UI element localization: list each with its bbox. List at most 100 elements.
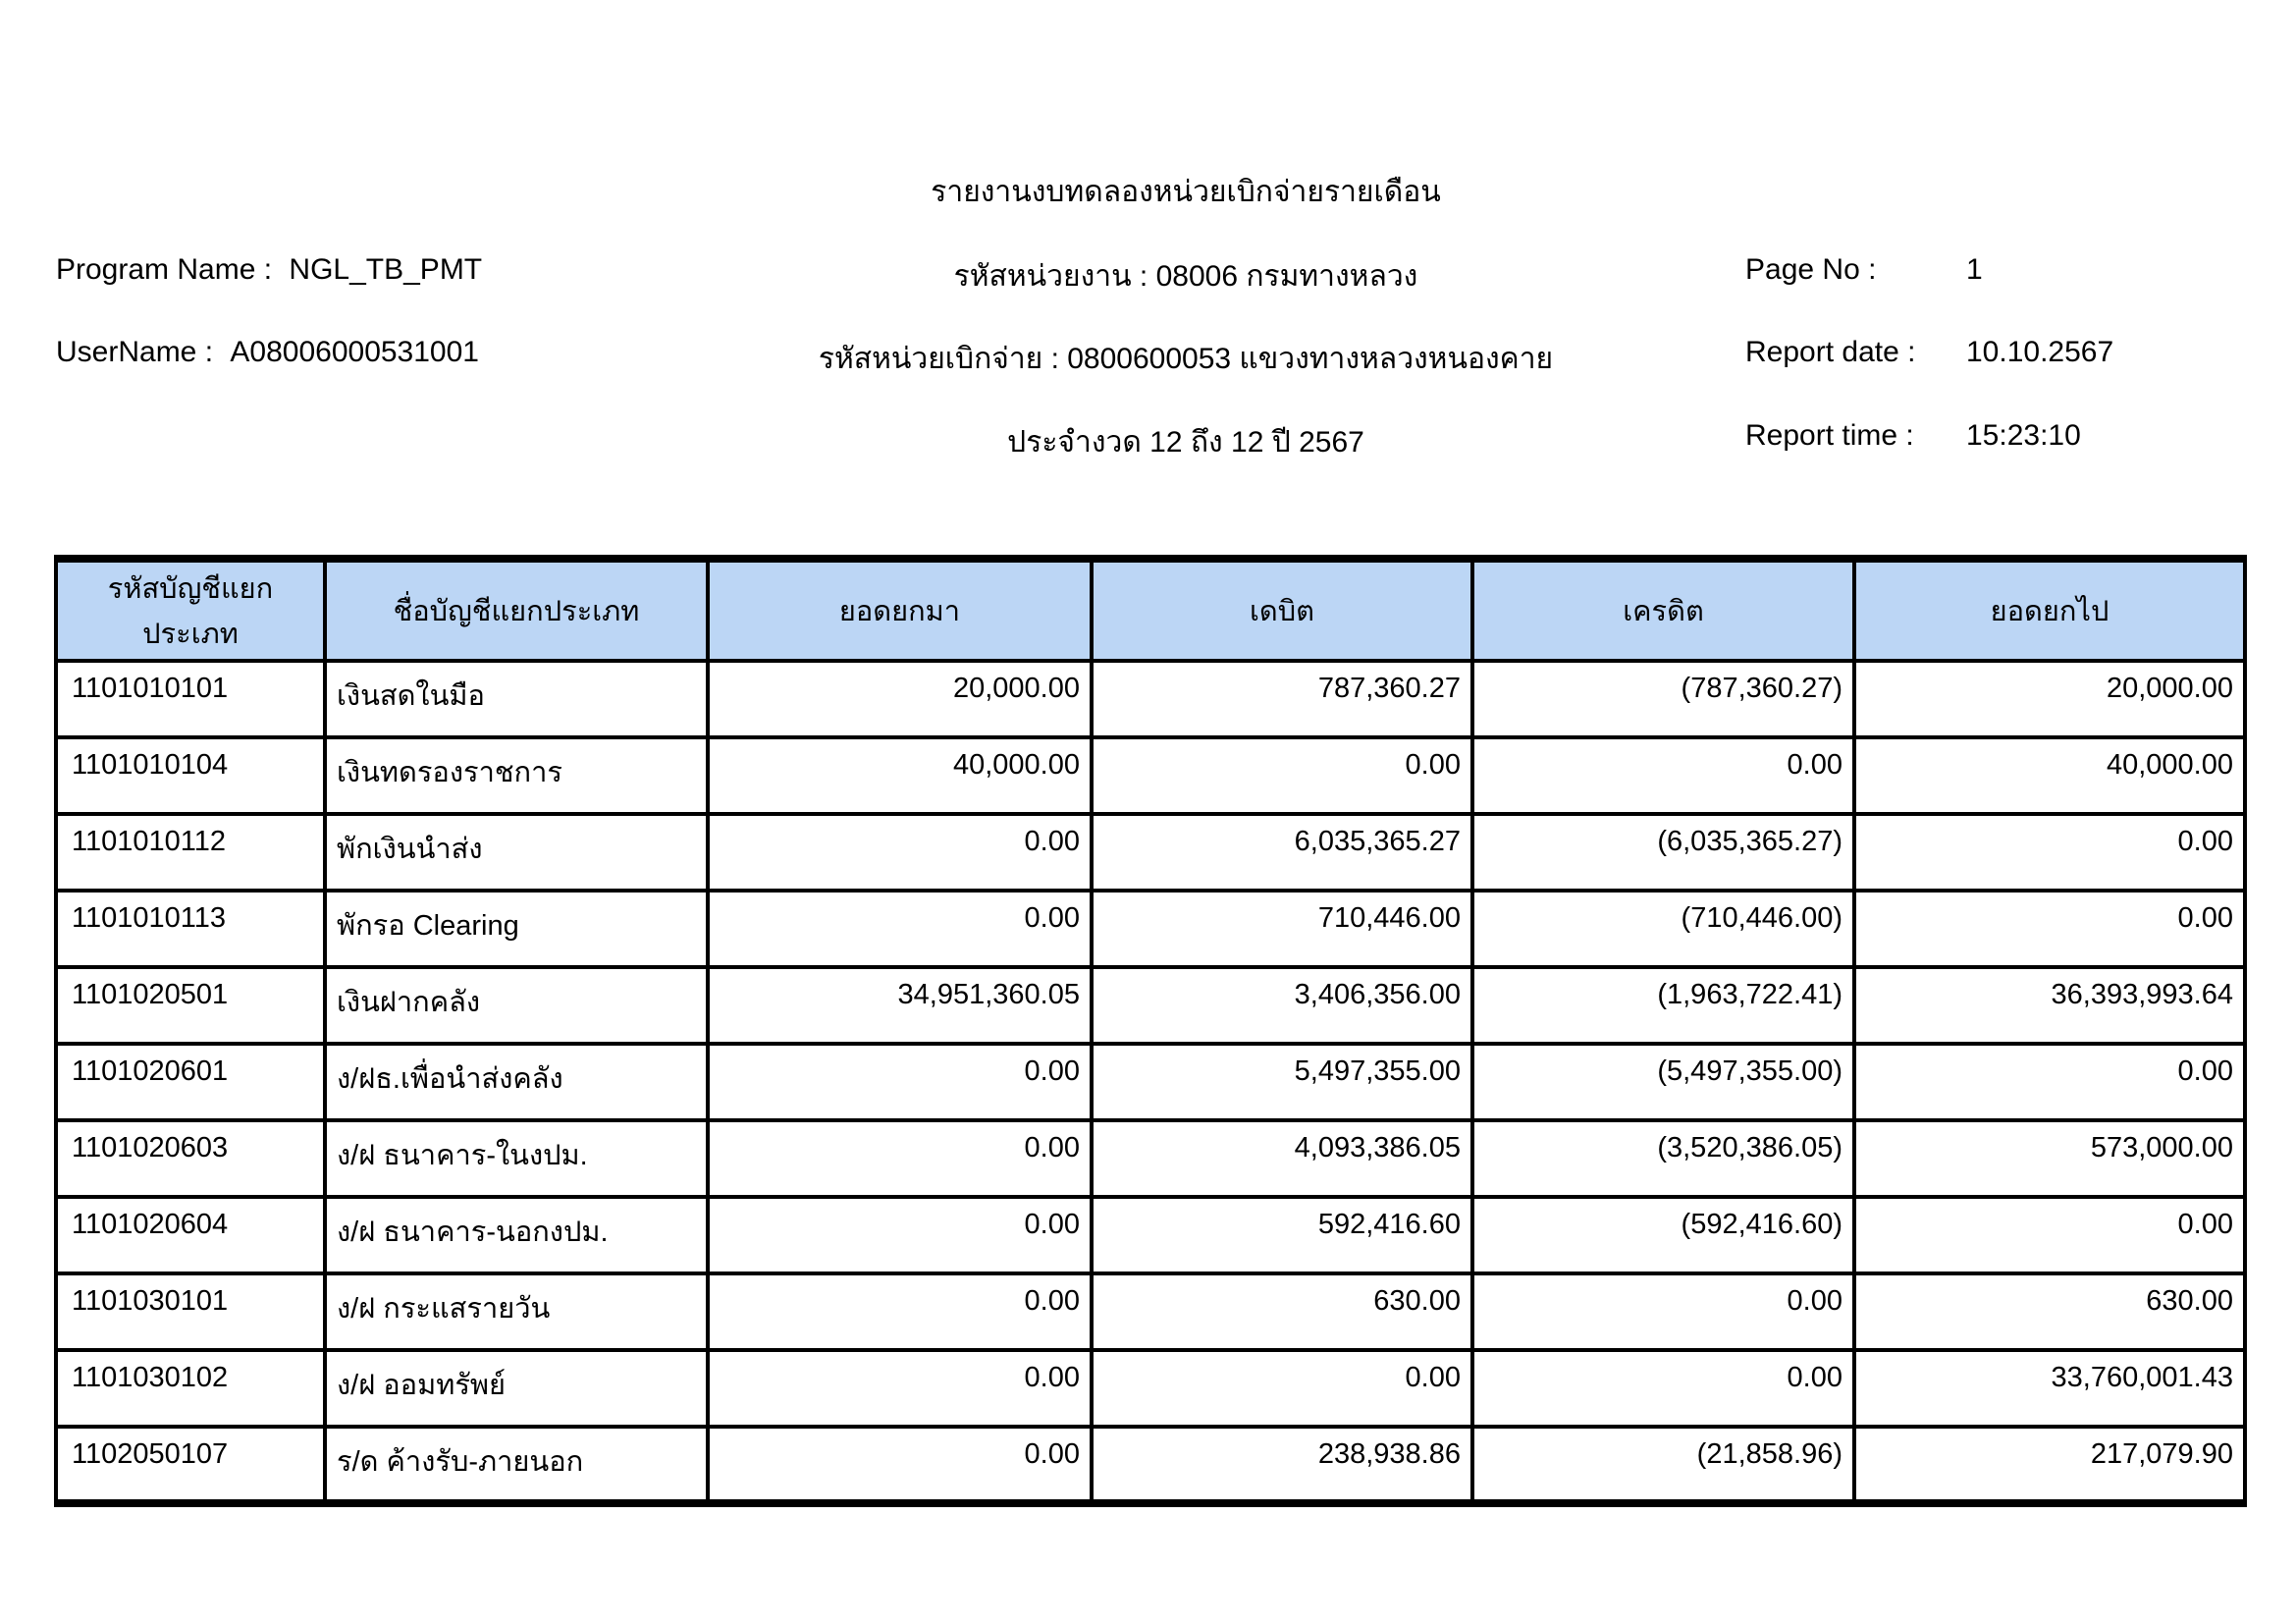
cell-credit: (21,858.96) <box>1470 1425 1856 1505</box>
report-date-value: 10.10.2567 <box>1966 336 2114 368</box>
cell-credit: 0.00 <box>1470 735 1856 816</box>
cell-debit: 787,360.27 <box>1090 659 1474 739</box>
cell-credit: (5,497,355.00) <box>1470 1042 1856 1122</box>
cell-ending: 36,393,993.64 <box>1852 965 2247 1046</box>
table-row: 1101020603 ง/ฝ ธนาคาร-ในงปม. 0.00 4,093,386… <box>54 1118 2247 1199</box>
table-row: 1101010112 พักเงินนำส่ง 0.00 6,035,365.27 (6… <box>54 812 2247 893</box>
column-header: ยอดยกไป <box>1852 557 2247 663</box>
cell-code: 1101010112 <box>54 812 327 893</box>
cell-name: ง/ฝ กระแสรายวัน <box>323 1271 710 1352</box>
cell-beginning: 0.00 <box>706 1118 1094 1199</box>
program-name-line: Program Name : NGL_TB_PMT <box>56 253 482 287</box>
cell-name: ร/ด ค้างรับ-ภายนอก <box>323 1425 710 1505</box>
username-label: UserName : <box>56 336 214 368</box>
cell-credit: (6,035,365.27) <box>1470 812 1856 893</box>
report-date-label: Report date : <box>1745 336 1916 368</box>
table-row: 1101010104 เงินทดรองราชการ 40,000.00 0.00 0.… <box>54 735 2247 816</box>
cell-ending: 0.00 <box>1852 1042 2247 1122</box>
cell-debit: 6,035,365.27 <box>1090 812 1474 893</box>
column-header: ชื่อบัญชีแยกประเภท <box>323 557 710 663</box>
cell-code: 1101020601 <box>54 1042 327 1122</box>
page-no-value: 1 <box>1966 253 1983 286</box>
cell-name: ง/ฝ ออมทรัพย์ <box>323 1348 710 1429</box>
cell-credit: (1,963,722.41) <box>1470 965 1856 1046</box>
cell-ending: 33,760,001.43 <box>1852 1348 2247 1429</box>
cell-name: พักเงินนำส่ง <box>323 812 710 893</box>
table-row: 1101030102 ง/ฝ ออมทรัพย์ 0.00 0.00 0.00 33,76… <box>54 1348 2247 1429</box>
cell-beginning: 20,000.00 <box>706 659 1094 739</box>
cell-debit: 0.00 <box>1090 735 1474 816</box>
cell-ending: 0.00 <box>1852 812 2247 893</box>
cell-debit: 630.00 <box>1090 1271 1474 1352</box>
cell-debit: 0.00 <box>1090 1348 1474 1429</box>
cell-name: เงินฝากคลัง <box>323 965 710 1046</box>
cell-ending: 217,079.90 <box>1852 1425 2247 1505</box>
cell-code: 1101010113 <box>54 889 327 969</box>
cell-code: 1101030102 <box>54 1348 327 1429</box>
cell-beginning: 0.00 <box>706 1271 1094 1352</box>
cell-beginning: 0.00 <box>706 1042 1094 1122</box>
cell-code: 1102050107 <box>54 1425 327 1505</box>
cell-ending: 0.00 <box>1852 889 2247 969</box>
cell-ending: 573,000.00 <box>1852 1118 2247 1199</box>
cell-name: เงินทดรองราชการ <box>323 735 710 816</box>
cell-credit: 0.00 <box>1470 1271 1856 1352</box>
cell-code: 1101020603 <box>54 1118 327 1199</box>
cell-credit: (710,446.00) <box>1470 889 1856 969</box>
cell-beginning: 34,951,360.05 <box>706 965 1094 1046</box>
cell-code: 1101020501 <box>54 965 327 1046</box>
cell-debit: 4,093,386.05 <box>1090 1118 1474 1199</box>
table-row: 1102050107 ร/ด ค้างรับ-ภายนอก 0.00 238,938.… <box>54 1425 2247 1505</box>
cell-ending: 20,000.00 <box>1852 659 2247 739</box>
cell-ending: 0.00 <box>1852 1195 2247 1275</box>
cell-name: ง/ฝ ธนาคาร-ในงปม. <box>323 1118 710 1199</box>
cell-code: 1101030101 <box>54 1271 327 1352</box>
cell-name: พักรอ Clearing <box>323 889 710 969</box>
cell-ending: 630.00 <box>1852 1271 2247 1352</box>
cell-credit: (592,416.60) <box>1470 1195 1856 1275</box>
cell-debit: 238,938.86 <box>1090 1425 1474 1505</box>
cell-beginning: 40,000.00 <box>706 735 1094 816</box>
table-row: 1101020601 ง/ฝธ.เพื่อนำส่งคลัง 0.00 5,497,3… <box>54 1042 2247 1122</box>
column-header: ยอดยกมา <box>706 557 1094 663</box>
cell-ending: 40,000.00 <box>1852 735 2247 816</box>
cell-beginning: 0.00 <box>706 889 1094 969</box>
table-row: 1101010101 เงินสดในมือ 20,000.00 787,360.27… <box>54 659 2247 739</box>
program-name-label: Program Name : <box>56 253 273 286</box>
table-row: 1101020604 ง/ฝ ธนาคาร-นอกงปม. 0.00 592,416.… <box>54 1195 2247 1275</box>
cell-beginning: 0.00 <box>706 1348 1094 1429</box>
cell-beginning: 0.00 <box>706 812 1094 893</box>
username-value: A08006000531001 <box>230 336 479 368</box>
report-time-value: 15:23:10 <box>1966 419 2081 452</box>
cell-debit: 592,416.60 <box>1090 1195 1474 1275</box>
page-no-label: Page No : <box>1745 253 1877 286</box>
cell-code: 1101010104 <box>54 735 327 816</box>
period-line: ประจำงวด 12 ถึง 12 ปี 2567 <box>1007 426 1364 459</box>
report-time-label: Report time : <box>1745 419 1914 452</box>
cell-name: เงินสดในมือ <box>323 659 710 739</box>
disbursement-unit-line: รหัสหน่วยเบิกจ่าย : 0800600053 แขวงทางหล… <box>818 343 1554 375</box>
cell-beginning: 0.00 <box>706 1425 1094 1505</box>
agency-code-line: รหัสหน่วยงาน : 08006 กรมทางหลวง <box>953 260 1418 293</box>
username-line: UserName : A08006000531001 <box>56 336 479 369</box>
column-header: รหัสบัญชีแยกประเภท <box>54 557 327 663</box>
cell-credit: (787,360.27) <box>1470 659 1856 739</box>
report-title: รายงานงบทดลองหน่วยเบิกจ่ายรายเดือน <box>931 176 1441 208</box>
table-body: 1101010101 เงินสดในมือ 20,000.00 787,360.27… <box>54 659 2247 1505</box>
column-header: เครดิต <box>1470 557 1856 663</box>
column-header: เดบิต <box>1090 557 1474 663</box>
cell-code: 1101020604 <box>54 1195 327 1275</box>
cell-debit: 5,497,355.00 <box>1090 1042 1474 1122</box>
table-row: 1101030101 ง/ฝ กระแสรายวัน 0.00 630.00 0.00 6… <box>54 1271 2247 1352</box>
cell-name: ง/ฝธ.เพื่อนำส่งคลัง <box>323 1042 710 1122</box>
cell-debit: 3,406,356.00 <box>1090 965 1474 1046</box>
cell-beginning: 0.00 <box>706 1195 1094 1275</box>
table-header-row: รหัสบัญชีแยกประเภท ชื่อบัญชีแยกประเภท ยอดย… <box>54 557 2247 663</box>
cell-debit: 710,446.00 <box>1090 889 1474 969</box>
cell-credit: 0.00 <box>1470 1348 1856 1429</box>
cell-name: ง/ฝ ธนาคาร-นอกงปม. <box>323 1195 710 1275</box>
program-name-value: NGL_TB_PMT <box>289 253 483 286</box>
table-row: 1101010113 พักรอ Clearing 0.00 710,446.00 (7… <box>54 889 2247 969</box>
trial-balance-table: รหัสบัญชีแยกประเภท ชื่อบัญชีแยกประเภท ยอดย… <box>54 555 2247 1507</box>
cell-code: 1101010101 <box>54 659 327 739</box>
